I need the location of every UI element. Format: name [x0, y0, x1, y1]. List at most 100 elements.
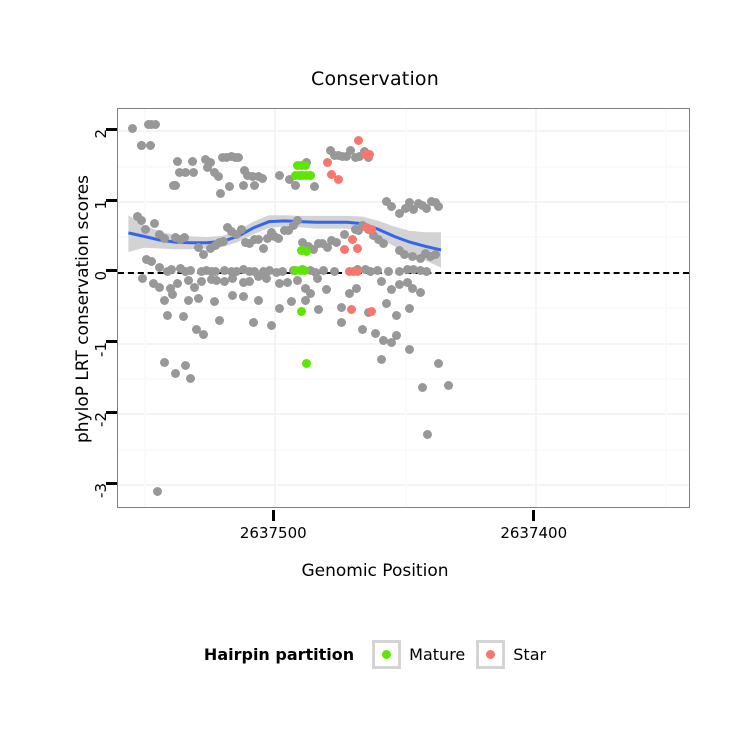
data-point-other: [170, 233, 180, 243]
legend-item-star[interactable]: Star: [476, 640, 546, 669]
data-point-other: [240, 166, 250, 176]
data-point-other: [373, 234, 383, 244]
data-point-other: [319, 265, 329, 275]
data-point-other: [284, 174, 294, 184]
data-point-other: [189, 168, 199, 178]
x-tick: [532, 510, 536, 521]
data-point-other: [433, 359, 443, 369]
data-point-other: [194, 242, 204, 252]
data-point-other: [272, 268, 282, 278]
data-point-other: [405, 304, 415, 314]
data-point-other: [290, 180, 300, 190]
page-title: Conservation: [310, 68, 439, 90]
data-point-other: [187, 156, 197, 166]
data-point-other: [404, 197, 414, 207]
data-point-other: [381, 299, 391, 309]
data-point-other: [248, 172, 258, 182]
gridline-major-h: [118, 342, 689, 345]
gridline-major-v: [534, 109, 537, 507]
data-point-other: [202, 265, 212, 275]
data-point-other: [218, 236, 228, 246]
plot-area: [118, 109, 689, 507]
y-tick: [106, 269, 117, 273]
data-point-other: [199, 329, 209, 339]
y-tick: [106, 340, 117, 344]
gridline-minor-h: [118, 165, 689, 168]
data-point-other: [149, 219, 159, 229]
data-point-other: [274, 171, 284, 181]
data-point-other: [409, 265, 419, 275]
data-point-other: [308, 245, 318, 255]
data-point-other: [242, 171, 252, 181]
data-point-other: [376, 355, 386, 365]
mature-dot-icon: [382, 650, 392, 659]
data-point-other: [402, 264, 412, 274]
data-point-other: [254, 234, 264, 244]
gridline-major-h: [118, 413, 689, 416]
y-tick: [106, 481, 117, 485]
data-point-other: [329, 267, 339, 277]
data-point-star: [347, 235, 357, 245]
data-point-other: [170, 369, 180, 379]
data-point-star: [364, 149, 374, 159]
data-point-other: [173, 279, 183, 289]
y-tick-label: 0: [92, 270, 110, 281]
data-point-other: [402, 277, 412, 287]
data-point-other: [175, 167, 185, 177]
data-point-other: [426, 251, 436, 261]
legend-item-mature[interactable]: Mature: [372, 640, 465, 669]
data-point-mature: [297, 306, 307, 316]
data-point-other: [166, 265, 176, 275]
data-point-other: [207, 275, 217, 285]
legend-key-star: [476, 640, 506, 669]
data-point-other: [238, 180, 248, 190]
data-point-other: [263, 234, 273, 244]
data-point-other: [248, 317, 258, 327]
data-point-other: [220, 276, 230, 286]
data-point-other: [350, 152, 360, 162]
data-point-other: [422, 267, 432, 277]
data-point-other: [306, 288, 316, 298]
data-point-other: [142, 254, 152, 264]
data-point-star: [353, 243, 363, 253]
data-point-other: [368, 230, 378, 240]
data-point-other: [301, 296, 311, 306]
data-point-other: [191, 324, 201, 334]
y-tick-label: -1: [92, 341, 110, 357]
legend-title: Hairpin partition: [203, 645, 355, 664]
data-point-other: [160, 295, 170, 305]
data-point-other: [310, 181, 320, 191]
data-point-other: [386, 338, 396, 348]
data-point-other: [225, 181, 235, 191]
data-point-other: [178, 311, 188, 321]
data-point-mature: [302, 359, 312, 369]
star-dot-icon: [486, 650, 496, 659]
data-point-other: [181, 361, 191, 371]
data-point-other: [400, 249, 409, 259]
data-point-other: [145, 141, 155, 151]
data-point-other: [220, 265, 230, 275]
y-tick: [106, 198, 117, 202]
data-point-other: [186, 265, 196, 275]
data-point-other: [250, 266, 260, 276]
gridline-major-h: [118, 484, 689, 487]
data-point-other: [394, 246, 404, 256]
data-point-other: [355, 151, 365, 161]
data-point-other: [228, 274, 238, 284]
data-point-other: [238, 265, 248, 275]
gridline-minor-h: [118, 307, 689, 310]
data-point-other: [160, 234, 170, 244]
data-point-other: [379, 239, 389, 248]
data-point-other: [196, 266, 206, 276]
data-point-other: [179, 232, 189, 242]
data-point-other: [257, 173, 267, 183]
data-point-other: [165, 283, 175, 293]
data-point-other: [384, 267, 394, 277]
data-point-other: [148, 278, 158, 288]
data-point-other: [332, 238, 342, 248]
data-point-other: [381, 196, 391, 206]
data-point-other: [194, 294, 204, 304]
data-point-other: [394, 209, 404, 219]
data-point-other: [327, 236, 337, 246]
